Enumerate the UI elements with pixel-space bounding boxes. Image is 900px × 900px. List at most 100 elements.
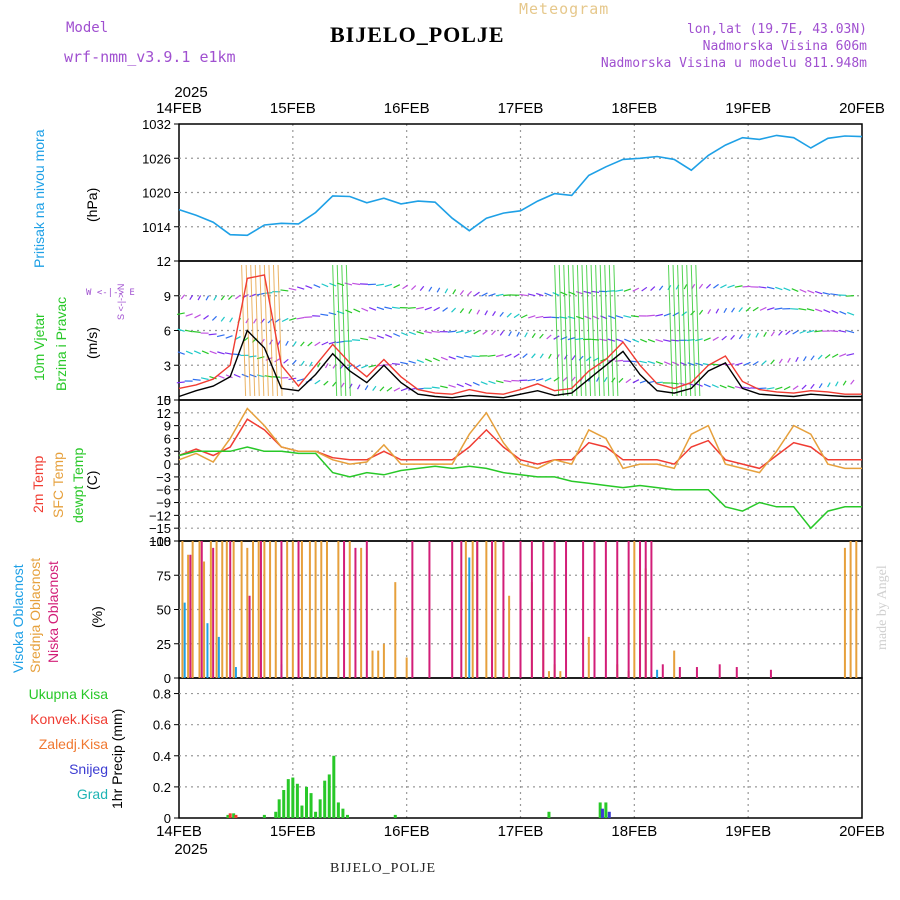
wind-barb [639, 360, 647, 364]
wind-barb [288, 287, 297, 291]
wind-barb [727, 385, 735, 389]
wind-barb [296, 286, 305, 290]
wind-barb [248, 355, 257, 358]
wind-barb [185, 329, 193, 333]
y-tick-label: −6 [156, 483, 171, 498]
wind-strong-barb [576, 264, 582, 397]
wind-barb [416, 331, 424, 335]
precip-legend-freezing: Zaledj.Kisa [38, 736, 108, 752]
bottom-day-label: 19FEB [725, 823, 771, 840]
wind-barb [400, 361, 408, 365]
wind-barb [217, 351, 225, 355]
wind-barb [603, 377, 608, 383]
y-tick-label: 15 [157, 393, 171, 408]
wind-barb [624, 338, 632, 343]
precip-bar [277, 799, 281, 818]
wind-barb [305, 285, 313, 289]
wind-barb [641, 286, 648, 292]
wind-barb [618, 377, 624, 383]
wind-barb [575, 291, 584, 295]
wind-barb [615, 315, 624, 319]
wind-barb [317, 362, 321, 368]
wind-strong-barb [686, 264, 692, 397]
wind-barb [192, 330, 201, 334]
wind-barb [801, 384, 807, 390]
y-tick-label: 12 [157, 254, 171, 269]
wind-barb [474, 291, 480, 297]
wind-barb [456, 330, 464, 334]
precip-bar [304, 786, 308, 818]
wind-barb [791, 288, 799, 292]
elevation-label: Nadmorska Visina 606m [702, 39, 867, 54]
wind-barb [400, 387, 409, 392]
wind-barb [712, 336, 719, 341]
wind-strong-barb [567, 264, 573, 397]
bottom-day-label: 16FEB [384, 823, 430, 840]
wind-strong-barb [604, 264, 610, 397]
wind-barb [205, 295, 210, 301]
wind-barb [527, 378, 536, 382]
model-elevation-label: Nadmorska Visina u modelu 811.948m [600, 56, 867, 71]
wind-barb [539, 353, 544, 359]
wind-barb [495, 293, 504, 297]
wind-barb [835, 381, 839, 387]
wind-barb [818, 383, 823, 389]
wind-barb [719, 384, 727, 389]
wind-barb [681, 311, 688, 316]
wind-barb [274, 357, 281, 363]
wind-barb [444, 288, 449, 294]
precip-bar [607, 811, 611, 818]
wind-barb [448, 356, 456, 360]
wind-barb [799, 288, 807, 293]
y-tick-label: −12 [149, 508, 171, 523]
precip-legend-convective: Konvek.Kisa [30, 711, 108, 727]
wind-barb [522, 353, 528, 359]
wind-compass-we: W <-|-> E [86, 288, 135, 298]
wind-barb [476, 309, 481, 315]
model-name: wrf-nmm_v3.9.1 e1km [64, 48, 236, 66]
wind-barb [672, 361, 679, 366]
wind-barb [655, 339, 663, 343]
wind-barb [761, 360, 767, 366]
wind-barb [785, 330, 791, 336]
precip-bar [345, 814, 349, 818]
wind-barb [176, 312, 185, 316]
wind-barb [456, 355, 464, 359]
y-tick-label: 0.2 [153, 780, 171, 795]
wind-barb [822, 292, 831, 295]
wind-barb [815, 308, 823, 313]
wind-barb [384, 283, 393, 288]
wind-barb [487, 354, 496, 357]
precip-bar [341, 808, 345, 818]
wind-barb [546, 334, 552, 340]
wind-strong-barb [572, 264, 578, 397]
wind-barb [386, 386, 393, 392]
wind-barb [623, 288, 632, 292]
y-tick-label: 9 [164, 419, 171, 434]
wind-barb [352, 282, 361, 286]
wind-strong-barb [341, 264, 347, 397]
bottom-day-label: 15FEB [270, 823, 316, 840]
wind-barb [528, 315, 536, 319]
wind-barb [233, 373, 241, 378]
wind-barb [723, 307, 728, 314]
wind-barb [647, 360, 655, 365]
wind-barb [703, 383, 711, 388]
wind-barb [623, 315, 632, 318]
wind-barb [758, 286, 767, 289]
wind-barb [734, 385, 743, 389]
wind-barb [177, 328, 185, 332]
wind-barb [721, 335, 727, 341]
wind-barb [742, 386, 751, 390]
wind-barb [368, 336, 377, 340]
y-tick-label: 1014 [142, 220, 171, 235]
wind-barb [806, 329, 815, 334]
wind-barb [361, 307, 369, 312]
wind-barb [842, 380, 847, 386]
wind-barb [185, 350, 193, 355]
model-label: Model [66, 20, 109, 36]
y-tick-label: 75 [157, 568, 171, 583]
precip-bar [547, 811, 551, 818]
wind-barb [309, 361, 313, 367]
precip-legend-snow: Snijeg [69, 761, 108, 777]
